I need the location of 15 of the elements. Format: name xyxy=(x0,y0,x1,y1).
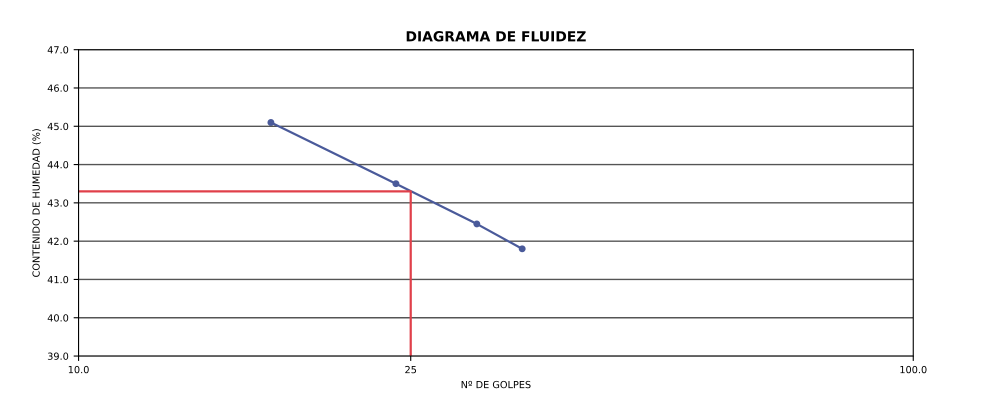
x-tick-label: 25 xyxy=(405,366,416,374)
y-tick-label: 46.0 xyxy=(48,84,68,92)
y-tick-label: 43.0 xyxy=(48,199,68,207)
x-tick-label: 10.0 xyxy=(68,366,89,374)
y-tick-label: 47.0 xyxy=(48,46,68,54)
y-tick-label: 41.0 xyxy=(48,276,68,284)
chart-title: DIAGRAMA DE FLUIDEZ xyxy=(406,31,586,42)
x-tick-label: 100.0 xyxy=(900,366,927,374)
y-axis-title: CONTENIDO DE HUMEDAD (%) xyxy=(32,129,41,277)
y-tick-label: 39.0 xyxy=(48,352,68,360)
x-axis-title: Nº DE GOLPES xyxy=(462,380,531,388)
y-tick-label: 40.0 xyxy=(48,314,68,322)
y-tick-label: 42.0 xyxy=(48,238,68,245)
y-tick-label: 44.0 xyxy=(48,161,68,168)
y-tick-label: 45.0 xyxy=(48,122,68,130)
